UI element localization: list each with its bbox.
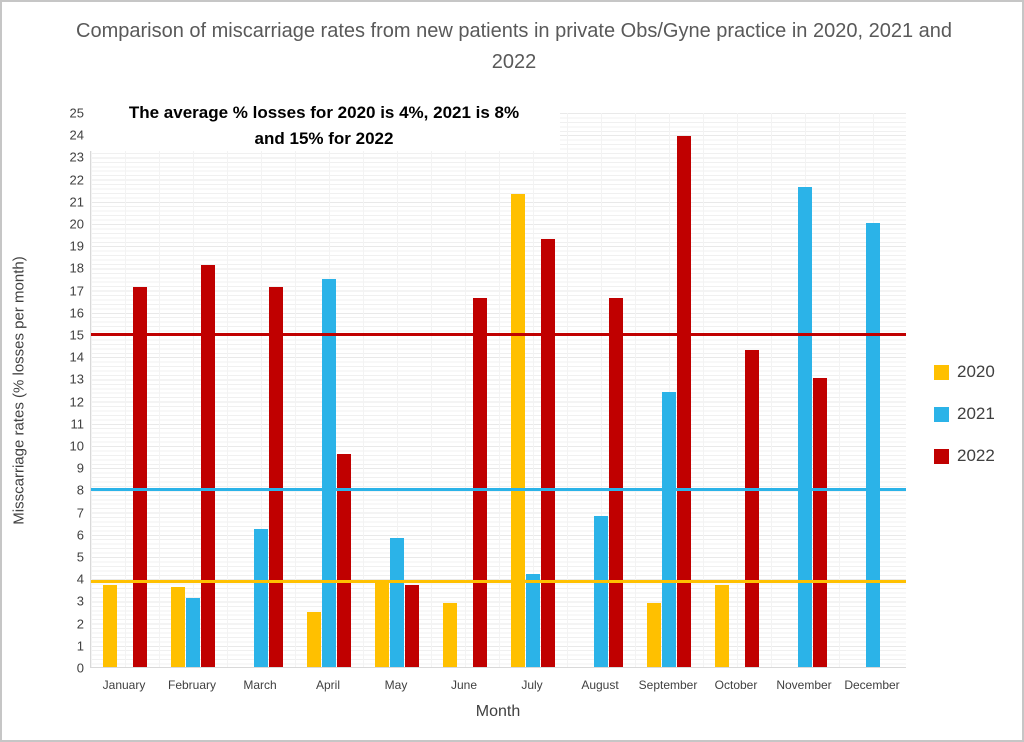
y-tick-label-13: 13 [69,371,84,387]
bar-2020-october [714,584,729,667]
x-tick-label-september: September [638,678,698,692]
legend-swatch-icon-2020 [934,364,949,380]
y-tick-label-8: 8 [76,482,84,498]
average-line-2021 [91,487,906,491]
x-tick-label-july: July [521,678,543,692]
bar-2020-january [102,584,117,667]
y-tick-label-1: 1 [76,638,84,654]
y-tick-label-20: 20 [69,216,84,232]
y-tick-label-17: 17 [69,283,84,299]
bar-2022-november [812,378,827,667]
plot-area [90,113,906,668]
average-line-2020 [91,580,906,584]
bar-2020-june [442,602,457,667]
y-tick-label-9: 9 [76,460,84,476]
y-tick-label-2: 2 [76,616,84,632]
legend-label-2020: 2020 [957,362,995,381]
legend-item-2022: 2022 [934,446,995,466]
x-tick-label-january: January [102,678,146,692]
bar-2020-april [306,611,321,667]
x-axis-title: Month [475,703,521,720]
legend-item-2020: 2020 [934,362,995,382]
legend-swatch-icon-2021 [934,406,949,422]
y-tick-label-3: 3 [76,593,84,609]
bar-2022-october [744,349,759,667]
average-annotation-line1: The average % losses for 2020 is 4%, 202… [128,103,520,122]
x-tick-label-april: April [315,678,340,692]
bar-2021-december [865,223,880,667]
y-tick-label-11: 11 [70,416,85,432]
bar-2022-february [200,265,215,667]
bar-2022-april [336,453,351,667]
y-tick-label-5: 5 [76,549,84,565]
average-annotation-line2: and 15% for 2022 [254,128,394,148]
y-tick-label-0: 0 [76,660,84,676]
y-tick-label-24: 24 [69,127,84,143]
average-line-2022 [91,332,906,336]
bar-2021-august [593,516,608,667]
bar-2022-june [472,298,487,667]
legend-label-2022: 2022 [957,446,995,465]
bar-2020-july [510,194,525,667]
bar-2021-november [797,187,812,667]
legend-label-2021: 2021 [957,404,995,423]
bar-2021-may [389,538,404,667]
x-tick-label-june: June [450,678,478,692]
bar-2022-may [404,584,419,667]
y-tick-label-21: 21 [69,194,84,210]
average-annotation: The average % losses for 2020 is 4%, 202… [88,100,560,151]
y-tick-label-23: 23 [69,149,84,165]
x-tick-label-august: August [581,678,619,692]
x-tick-label-march: March [243,678,277,692]
chart-title: Comparison of miscarriage rates from new… [76,20,952,73]
y-tick-label-7: 7 [76,505,84,521]
bar-2021-september [661,391,676,667]
y-tick-label-15: 15 [69,327,84,343]
bar-2021-july [525,573,540,667]
y-tick-label-25: 25 [69,105,84,121]
bar-2022-march [268,287,283,667]
y-tick-label-14: 14 [69,349,84,365]
legend-swatch-icon-2022 [934,448,949,464]
legend: 2020 2021 2022 [934,362,995,488]
y-tick-label-10: 10 [69,438,84,454]
y-tick-label-4: 4 [76,571,84,587]
bar-2021-april [321,278,336,667]
bar-2022-september [676,136,691,667]
bar-2021-march [253,529,268,667]
bar-2022-july [540,238,555,667]
bar-2020-may [374,582,389,667]
x-tick-label-february: February [167,678,217,692]
x-tick-label-november: November [776,678,832,692]
y-tick-label-22: 22 [69,172,84,188]
y-tick-label-18: 18 [69,260,84,276]
bar-2020-september [646,602,661,667]
y-tick-label-12: 12 [69,394,84,410]
bar-2022-august [608,298,623,667]
bar-2021-february [185,598,200,667]
x-tick-label-october: October [714,678,758,692]
x-tick-label-may: May [384,678,408,692]
bar-2020-february [170,587,185,667]
y-tick-label-16: 16 [69,305,84,321]
x-tick-label-december: December [844,678,900,692]
y-tick-label-6: 6 [76,527,84,543]
legend-item-2021: 2021 [934,404,995,424]
y-tick-label-19: 19 [69,238,84,254]
y-axis-title: Misscarriage rates (% losses per month) [10,256,28,525]
bar-2022-january [132,287,147,667]
